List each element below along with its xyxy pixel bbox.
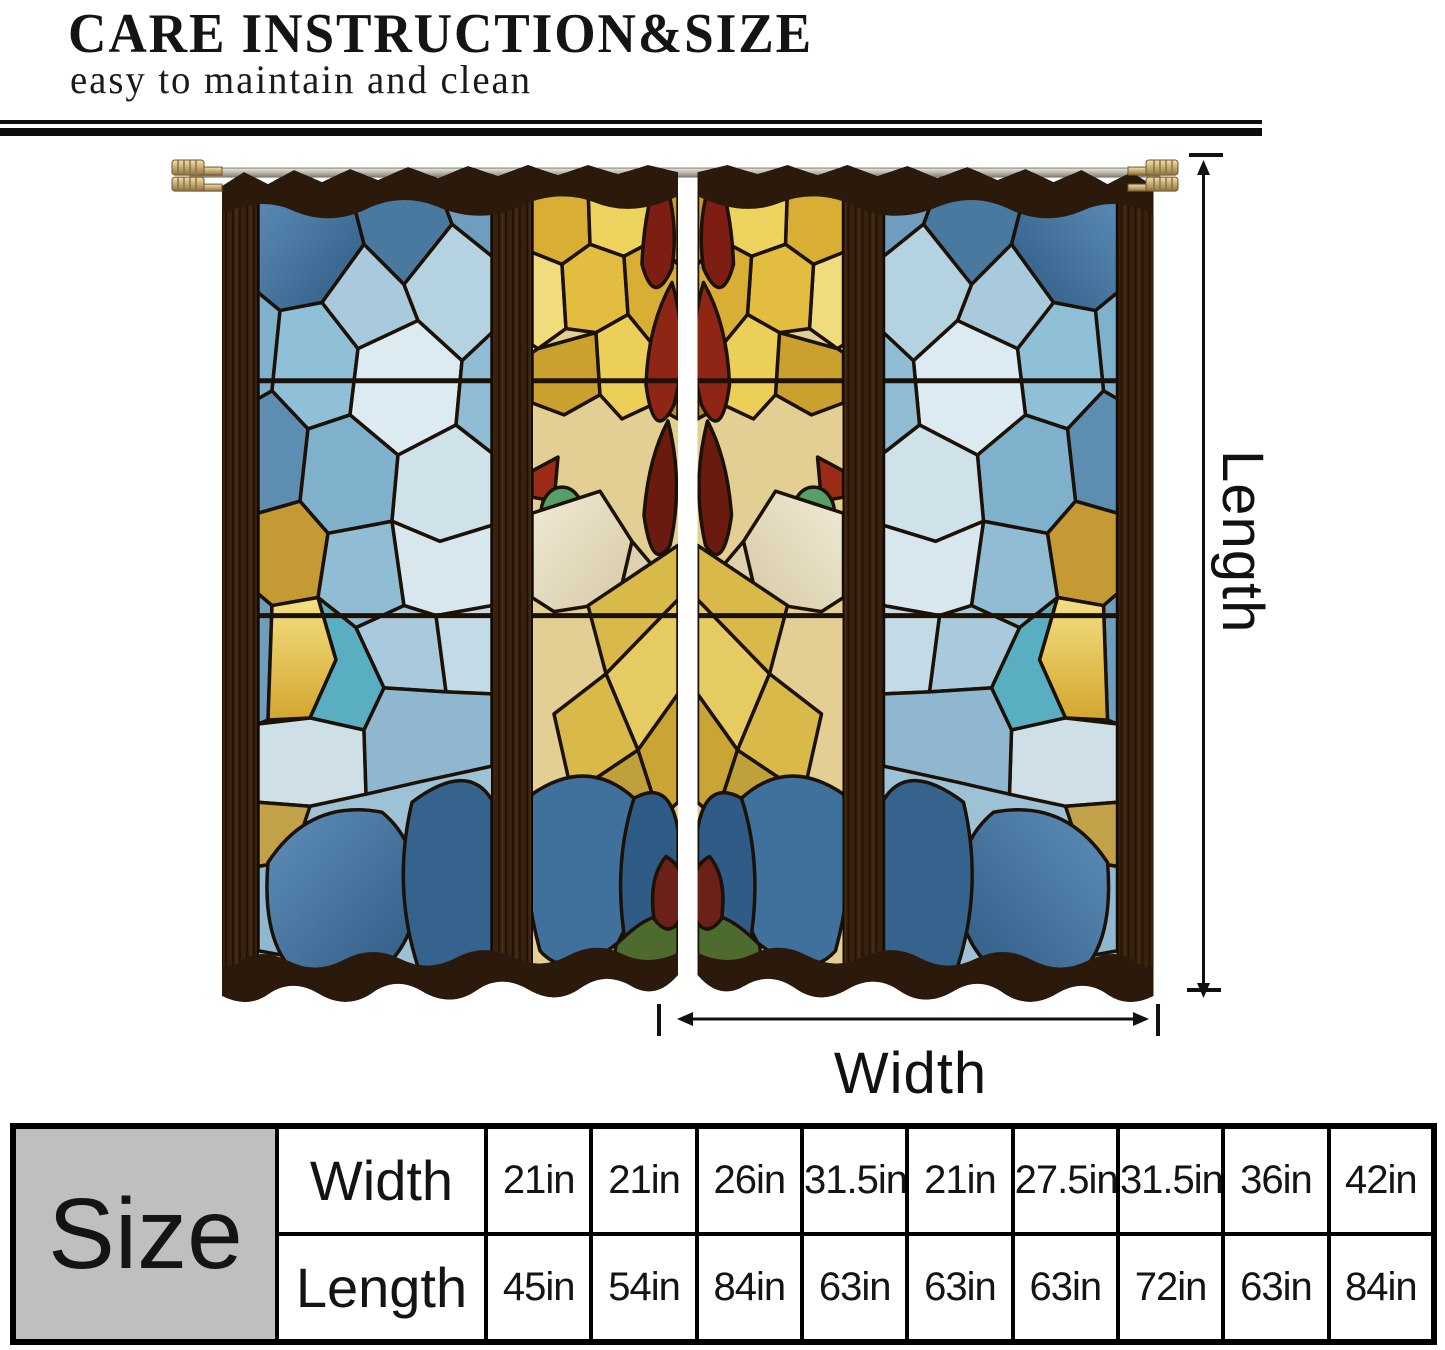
length-row-header: Length [274,1232,489,1344]
length-value-cell: 63in [905,1232,1015,1344]
width-value-cell: 31.5in [1115,1124,1226,1236]
width-arrow [677,1012,1149,1026]
curtain-panel-right [690,162,1153,1010]
width-value-cell: 36in [1221,1124,1331,1236]
length-value-cell: 45in [484,1232,594,1344]
size-table: Size Width 21in 21in 26in 31.5in 21in 27… [10,1123,1437,1345]
length-dimension: Length [1183,150,1313,1025]
length-value-cell: 84in [694,1232,805,1344]
length-tick-bottom [1187,988,1221,992]
length-tick-top [1189,153,1223,157]
width-value-cell: 42in [1326,1124,1437,1236]
width-value-cell: 31.5in [799,1124,910,1236]
length-value-cell: 63in [1010,1232,1120,1344]
rod-finial-left [171,159,223,192]
width-tick-right [1156,1004,1160,1036]
width-value-cell: 21in [905,1124,1015,1236]
length-label: Length [1210,450,1275,634]
size-corner-cell: Size [11,1124,279,1344]
length-value-cell: 54in [589,1232,699,1344]
width-row-header: Width [274,1124,489,1236]
page-title: CARE INSTRUCTION&SIZE [68,3,813,65]
width-value-cell: 21in [589,1124,699,1236]
divider-line-thin [0,120,1262,124]
width-tick-left [657,1004,661,1036]
length-value-cell: 63in [799,1232,910,1344]
width-dimension: Width [648,1002,1173,1106]
length-value-cell: 84in [1326,1232,1437,1344]
rod-finial-right [1127,159,1179,192]
width-value-cell: 21in [484,1124,594,1236]
stained-glass-curtains [171,159,1179,1020]
length-value-cell: 63in [1221,1232,1331,1344]
width-value-cell: 26in [694,1124,805,1236]
curtain-product-image [160,152,1190,1020]
curtain-panel-left [222,162,685,1010]
width-value-cell: 27.5in [1010,1124,1120,1236]
length-value-cell: 72in [1115,1232,1226,1344]
page-subtitle: easy to maintain and clean [70,57,532,102]
width-label: Width [833,1041,988,1106]
divider-line-thick [0,128,1262,136]
